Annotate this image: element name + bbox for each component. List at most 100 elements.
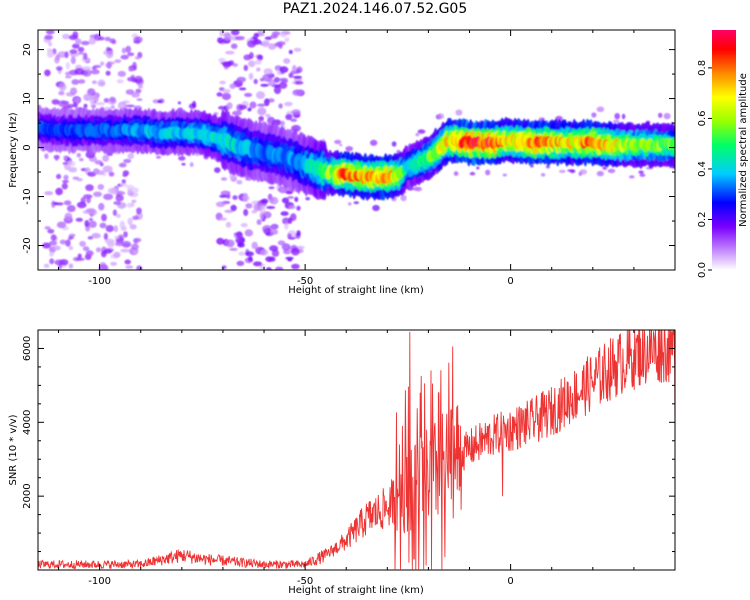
spectrogram-cell — [107, 241, 115, 248]
colorbar-gradient — [712, 30, 736, 270]
spectrogram-cell — [240, 223, 248, 228]
spectrogram-cell — [135, 88, 142, 94]
spectrogram-cell — [91, 232, 101, 239]
spectrogram-cell — [132, 61, 137, 70]
spectrogram-cell — [540, 173, 546, 177]
spectrogram-cell — [372, 204, 380, 212]
spectrogram-cell — [89, 98, 95, 106]
spectrogram-cell — [72, 176, 80, 180]
spectrogram-cells — [38, 30, 675, 270]
spectrogram-cell — [219, 30, 225, 37]
spectrogram-cell — [85, 184, 94, 192]
spectrogram-cell — [64, 51, 69, 59]
snr-frame — [37, 329, 676, 571]
spectrogram-cell — [70, 87, 78, 95]
y-tick-label: 0 — [22, 144, 33, 150]
spectrogram-cell — [113, 201, 121, 205]
spectrogram-cell — [55, 202, 64, 206]
spectrogram-cell — [243, 54, 252, 61]
spectrogram-cell — [83, 52, 88, 60]
spectrogram-cell — [79, 240, 86, 247]
spectrogram-cell — [237, 242, 245, 248]
spectrogram-cell — [215, 201, 226, 208]
spectrogram-cell — [97, 184, 105, 190]
spectrogram-cell — [113, 225, 119, 233]
spectrogram-cell — [602, 166, 608, 171]
spectrogram-cell — [72, 43, 80, 49]
spectrogram-cell — [101, 250, 107, 258]
spectrogram-cell — [219, 80, 226, 85]
x-tick-label: -100 — [88, 576, 111, 587]
spectrogram-cell — [82, 246, 90, 252]
spectrogram-frame — [37, 29, 676, 271]
spectrogram-cell — [103, 98, 109, 103]
snr-panel: -100 -50 0 2000 4000 6000 Height of straight … — [8, 329, 676, 596]
spectrogram-cell — [127, 188, 132, 197]
spectrogram-cell — [243, 192, 248, 199]
spectrogram-cell — [62, 161, 69, 166]
spectrogram-cell — [46, 50, 55, 58]
spectrogram-cell — [75, 38, 82, 45]
x-tick-label: 0 — [507, 576, 513, 587]
spectrogram-cell — [236, 260, 245, 266]
spectrogram-cell — [256, 219, 262, 226]
colorbar-tick-label: 0.8 — [697, 60, 708, 76]
spectrogram-cell — [133, 238, 139, 244]
spectrogram-cell — [77, 46, 85, 53]
spectrogram-cell — [591, 112, 597, 118]
spectrogram-cell — [219, 194, 228, 198]
spectrogram-cell — [370, 139, 378, 146]
spectrogram-cell — [282, 217, 291, 225]
spectrogram-cell — [88, 37, 96, 45]
spectrogram-cell — [127, 52, 135, 57]
spectrogram-cell — [288, 49, 293, 55]
spectrogram-cell — [77, 79, 86, 84]
spectrogram-cell — [266, 206, 276, 209]
spectrogram-cell — [129, 224, 137, 230]
spectrogram-cell — [264, 36, 272, 41]
spectrogram-cell — [353, 201, 360, 205]
spectrogram-cell — [613, 119, 620, 124]
spectrogram-cell — [238, 251, 246, 256]
spectrogram-cell — [84, 220, 90, 227]
spectrogram-cell — [82, 68, 92, 77]
spectrogram-cell — [290, 118, 298, 122]
spectrogram-cell — [115, 194, 124, 202]
spectrogram-cell — [51, 99, 60, 105]
spectrogram-cell — [596, 106, 605, 113]
spectrogram-cell — [236, 180, 243, 185]
spectrogram-cell — [291, 109, 301, 115]
ridge-cell — [671, 139, 675, 151]
spectrogram-cell — [293, 47, 302, 52]
snr-xlabel: Height of straight line (km) — [288, 585, 424, 596]
spectrogram-cell — [131, 199, 137, 203]
spectrogram-cell — [288, 217, 293, 224]
spectrogram-cell — [228, 60, 235, 66]
y-tick-label: 10 — [22, 92, 33, 105]
spectrogram-cell — [579, 169, 588, 175]
spectrogram-cell — [42, 242, 51, 249]
spectrogram-cell — [225, 221, 232, 228]
spectrogram-cell — [54, 259, 64, 266]
spectrogram-cell — [68, 263, 74, 269]
spectrogram-cell — [100, 61, 105, 66]
spectrogram-cell — [265, 113, 271, 118]
spectrogram-cell — [66, 103, 74, 109]
spectrogram-cell — [44, 34, 54, 40]
spectrogram-cell — [85, 250, 94, 257]
spectrogram-cell — [339, 143, 343, 147]
spectrogram-cell — [391, 141, 397, 147]
spectrogram-cell — [47, 229, 55, 234]
spectrogram-cell — [287, 196, 295, 199]
spectrogram-cell — [93, 191, 102, 197]
spectrogram-cell — [132, 215, 139, 220]
spectrogram-cell — [121, 179, 127, 184]
spectrogram-cell — [293, 89, 304, 95]
spectrogram-cell — [248, 72, 254, 80]
spectrogram-cell — [345, 146, 354, 152]
spectrogram-cell — [107, 187, 117, 194]
spectrogram-cell — [98, 36, 105, 41]
spectrogram-cell — [218, 57, 226, 63]
spectrogram-cell — [235, 36, 245, 41]
spectrogram-cell — [255, 91, 266, 99]
